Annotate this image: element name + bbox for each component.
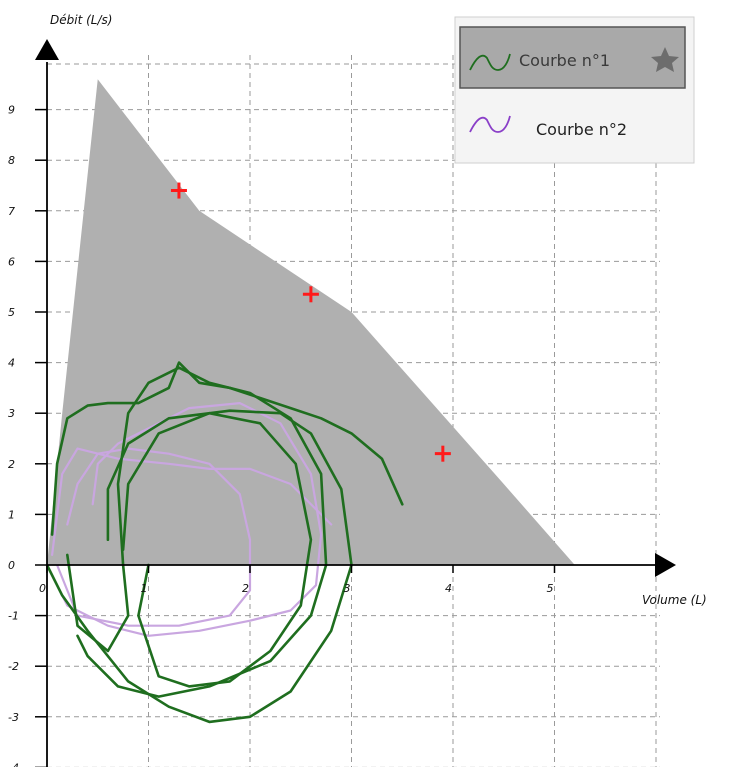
- y-tick-label-0: 0: [8, 559, 15, 572]
- reference-area: [47, 79, 575, 566]
- curve-1-swatch-icon: [469, 53, 511, 71]
- legend-item-curve-2[interactable]: Courbe n°2: [469, 115, 627, 139]
- x-tick-label-3: 3: [344, 582, 351, 595]
- x-tick-label-5: 5: [547, 582, 554, 595]
- x-tick-label-4: 4: [445, 582, 452, 595]
- series-1-line-2: [45, 409, 353, 724]
- reference-area-polygon: [47, 79, 575, 566]
- series-1-line-1: [66, 366, 328, 698]
- y-tick-label-2: 2: [8, 458, 15, 471]
- series-1-line-3: [121, 411, 313, 688]
- predicted-point-1: [170, 182, 187, 199]
- series-2-line-1: [45, 402, 323, 637]
- x-tick-label-2: 2: [242, 582, 249, 595]
- series-2-line-2: [56, 447, 252, 627]
- star-icon[interactable]: [651, 47, 679, 72]
- x-tick-label-0: 0: [39, 582, 46, 595]
- y-tick-label-4: 4: [8, 357, 15, 370]
- y-tick-label-1: 1: [8, 508, 15, 521]
- chart-axes: [35, 39, 676, 767]
- legend-label-curve-1: Courbe n°1: [519, 51, 610, 70]
- y-tick-label-9: 9: [8, 104, 15, 117]
- y-tick-label-5: 5: [8, 306, 15, 319]
- y-axis-arrow: [35, 39, 59, 60]
- legend-label-curve-2: Courbe n°2: [536, 120, 627, 139]
- y-tick-label-6: 6: [8, 255, 15, 268]
- legend-item-curve-1-highlight: [459, 26, 686, 89]
- y-tick-label-3: 3: [8, 407, 15, 420]
- y-tick-label-7: 7: [8, 205, 15, 218]
- series-2-line-0: [51, 447, 333, 556]
- predicted-point-3: [434, 445, 451, 462]
- legend-item-curve-1[interactable]: Courbe n°1: [459, 26, 686, 89]
- curve-2-swatch-icon: [469, 115, 511, 133]
- y-tick-label-8: 8: [8, 154, 15, 167]
- legend: Courbe n°1 Courbe n°2: [454, 16, 695, 164]
- y-tick-label--3: -3: [8, 711, 19, 724]
- y-axis-title: Débit (L/s): [50, 13, 112, 27]
- curves-layer: [45, 361, 404, 724]
- x-tick-label-1: 1: [141, 582, 148, 595]
- y-tick-label--4: -4: [8, 761, 19, 767]
- x-axis-arrow: [655, 553, 676, 577]
- predicted-markers: [170, 182, 451, 462]
- x-axis-title: Volume (L): [642, 593, 707, 607]
- predicted-point-2: [302, 286, 319, 303]
- y-tick-label--1: -1: [8, 610, 19, 623]
- tick-labels: -4 -3 -2 -1 0 1 2 3 4 5 6 7 8 9 0 1 2 3 4 5: [8, 104, 554, 767]
- y-tick-label--2: -2: [8, 660, 19, 673]
